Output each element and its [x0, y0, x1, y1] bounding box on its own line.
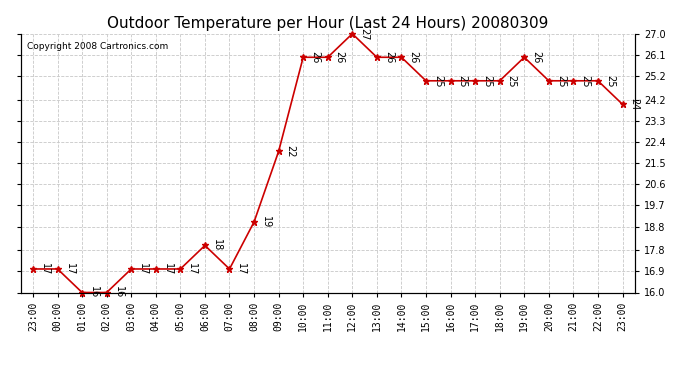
Text: 17: 17 — [163, 263, 172, 275]
Text: 17: 17 — [187, 263, 197, 275]
Text: 17: 17 — [138, 263, 148, 275]
Text: 27: 27 — [359, 27, 369, 40]
Text: 25: 25 — [433, 75, 443, 87]
Text: 18: 18 — [212, 239, 222, 252]
Text: 26: 26 — [531, 51, 541, 63]
Text: 26: 26 — [384, 51, 394, 63]
Title: Outdoor Temperature per Hour (Last 24 Hours) 20080309: Outdoor Temperature per Hour (Last 24 Ho… — [107, 16, 549, 31]
Text: 16: 16 — [114, 286, 124, 298]
Text: 17: 17 — [64, 263, 75, 275]
Text: 22: 22 — [286, 145, 295, 158]
Text: 26: 26 — [335, 51, 345, 63]
Text: 25: 25 — [580, 75, 591, 87]
Text: 19: 19 — [261, 216, 271, 228]
Text: 25: 25 — [482, 75, 492, 87]
Text: 17: 17 — [237, 263, 246, 275]
Text: Copyright 2008 Cartronics.com: Copyright 2008 Cartronics.com — [27, 42, 168, 51]
Text: 25: 25 — [555, 75, 566, 87]
Text: 24: 24 — [629, 98, 640, 111]
Text: 17: 17 — [40, 263, 50, 275]
Text: 25: 25 — [506, 75, 517, 87]
Text: 26: 26 — [408, 51, 418, 63]
Text: 26: 26 — [310, 51, 320, 63]
Text: 25: 25 — [457, 75, 468, 87]
Text: 25: 25 — [605, 75, 615, 87]
Text: 16: 16 — [89, 286, 99, 298]
